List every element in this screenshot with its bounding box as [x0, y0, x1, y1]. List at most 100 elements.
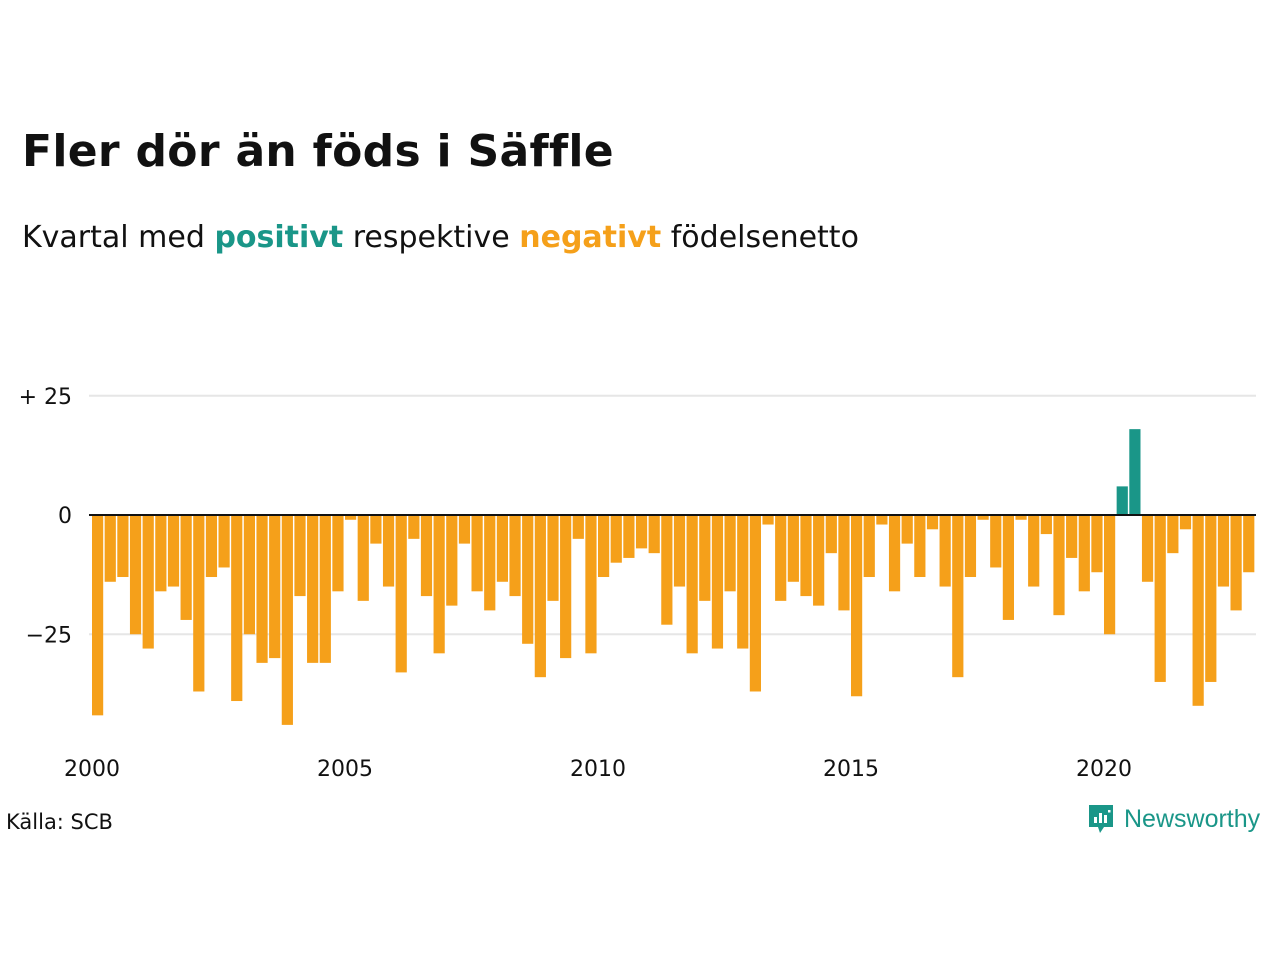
bar [1129, 429, 1141, 515]
bar [547, 515, 559, 601]
subtitle-positive-label: positivt [214, 220, 344, 255]
bar [395, 515, 407, 673]
bar [635, 515, 648, 549]
bar-chart: + 25 0 −25 2000 2005 2010 2015 2020 [19, 385, 1256, 782]
bar [420, 515, 433, 597]
bar [205, 515, 218, 578]
brand-name: Newsworthy [1124, 804, 1261, 833]
bar [623, 515, 635, 558]
bar [1217, 515, 1230, 587]
bar [749, 515, 761, 692]
bar [610, 515, 622, 563]
bar [825, 515, 837, 554]
bar [509, 515, 521, 597]
bar [977, 515, 989, 520]
bar [964, 515, 977, 578]
bar [332, 515, 344, 592]
bar [319, 515, 331, 663]
x-tick-label: 2005 [317, 757, 373, 782]
bar [787, 515, 799, 582]
bar [813, 515, 825, 606]
bar [724, 515, 736, 592]
bar [496, 515, 508, 582]
bar [357, 515, 369, 601]
bar [1002, 515, 1014, 620]
bar [281, 515, 293, 725]
bar [370, 515, 382, 544]
bar [851, 515, 863, 697]
y-tick-label: 0 [58, 504, 72, 529]
bar [142, 515, 154, 649]
bar [699, 515, 711, 601]
bar [484, 515, 496, 611]
bar [1028, 515, 1040, 587]
bar [1091, 515, 1103, 573]
bar [1141, 515, 1154, 582]
bar [1230, 515, 1242, 611]
bar [1116, 486, 1128, 515]
bar [572, 515, 584, 539]
bar [167, 515, 180, 587]
chart-title: Fler dör än föds i Säffle [22, 126, 614, 177]
bar [888, 515, 901, 592]
bar [648, 515, 660, 554]
bar [243, 515, 255, 635]
bar [661, 515, 673, 625]
bar [307, 515, 319, 663]
bar [775, 515, 787, 601]
y-tick-label: + 25 [19, 385, 72, 410]
bar [218, 515, 230, 568]
bar [838, 515, 850, 611]
bar [408, 515, 420, 539]
bar [1205, 515, 1217, 682]
bar [231, 515, 243, 702]
bar [345, 515, 357, 520]
bar [1015, 515, 1027, 520]
bar [800, 515, 812, 597]
bar [446, 515, 458, 606]
bar [256, 515, 268, 663]
bar [560, 515, 572, 659]
bar [673, 515, 686, 587]
bar [1243, 515, 1255, 573]
x-tick-label: 2015 [823, 757, 879, 782]
bars [92, 429, 1255, 725]
bar [155, 515, 167, 592]
source-label: Källa: SCB [6, 810, 113, 834]
bar [1167, 515, 1179, 554]
bar [863, 515, 875, 578]
bar [737, 515, 749, 649]
x-tick-label: 2000 [64, 757, 120, 782]
bar [471, 515, 483, 592]
bar [926, 515, 939, 530]
bar [458, 515, 471, 544]
y-tick-label: −25 [26, 623, 72, 648]
bar [990, 515, 1002, 568]
brand-logo: Newsworthy [1086, 802, 1260, 836]
newsworthy-logo-icon [1089, 805, 1113, 833]
bar [1104, 515, 1116, 635]
axes: + 25 0 −25 2000 2005 2010 2015 2020 [19, 385, 1256, 782]
bar [117, 515, 129, 578]
bar [686, 515, 698, 654]
bar [129, 515, 142, 635]
bar [534, 515, 546, 678]
bar [294, 515, 306, 597]
bar [269, 515, 281, 659]
subtitle-suffix: födelsenetto [670, 220, 859, 255]
bar [876, 515, 888, 525]
bar [901, 515, 913, 544]
bar [104, 515, 116, 582]
bar [1040, 515, 1052, 535]
bar [193, 515, 205, 692]
chart-subtitle: Kvartal med positivt respektive negativt… [22, 220, 859, 256]
x-tick-label: 2020 [1076, 757, 1132, 782]
subtitle-prefix: Kvartal med [22, 220, 205, 255]
bar [939, 515, 951, 587]
bar [711, 515, 724, 649]
bar [1066, 515, 1078, 558]
bar [180, 515, 192, 620]
bar [1179, 515, 1192, 530]
bar [762, 515, 774, 525]
bar [598, 515, 610, 578]
